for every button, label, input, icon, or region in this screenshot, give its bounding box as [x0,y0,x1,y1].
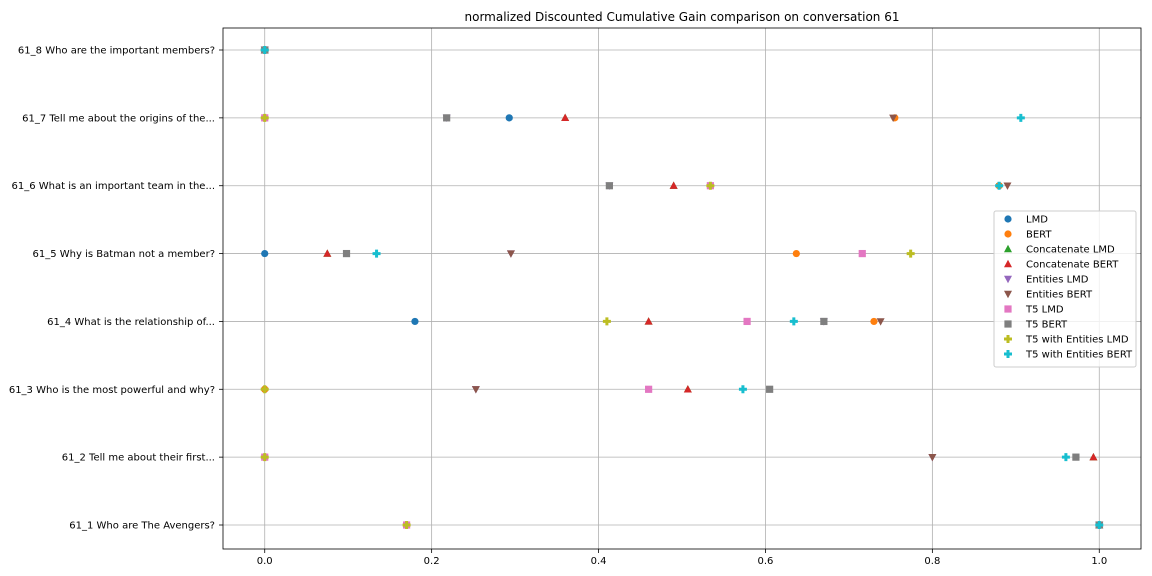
data-point [1016,113,1025,122]
data-point [411,317,419,326]
data-point [260,46,269,54]
data-point [792,249,800,258]
data-point [766,385,774,393]
data-point [602,317,611,326]
y-tick-label: 61_6 What is an important team in the... [12,181,215,192]
data-points [260,45,1104,530]
data-point [669,181,678,189]
data-point [789,317,798,326]
data-point [260,453,269,462]
x-tick-label: 0.6 [758,556,774,567]
data-point [706,181,715,190]
data-point [1095,521,1104,529]
legend-marker [1004,244,1012,253]
data-point [820,317,828,326]
x-tick-label: 0.8 [924,556,940,567]
data-point [995,181,1004,190]
legend-marker [1004,259,1012,268]
y-tick-label: 61_3 Who is the most powerful and why? [9,385,215,396]
legend-label: Entities LMD [1026,275,1089,286]
y-tick-label: 61_2 Tell me about their first... [62,453,215,464]
legend-label: Concatenate LMD [1026,245,1115,256]
data-point [738,385,747,394]
data-point [889,114,898,123]
data-point [644,317,653,325]
data-point [561,113,570,122]
legend-label: T5 LMD [1025,305,1064,316]
data-point [342,249,351,258]
data-point [1003,182,1012,190]
legend: LMD BERT Concatenate LMD Concatenate BERT En… [993,210,1137,368]
x-tick-label: 0.2 [424,556,440,567]
data-point [402,521,411,529]
data-point [870,317,878,326]
legend-box [993,210,1137,368]
data-point [505,114,513,122]
legend-label: T5 with Entities LMD [1025,335,1129,346]
data-point [928,453,937,462]
legend-marker [1004,320,1012,328]
data-point [1072,453,1080,461]
legend-label: Entities BERT [1026,290,1093,301]
data-point [261,249,269,258]
data-point [683,385,692,393]
data-point [506,250,515,258]
data-point [743,317,751,326]
legend-marker [1004,305,1012,313]
data-point [858,249,866,258]
y-tick-label: 61_1 Who are The Avengers? [69,521,215,532]
data-point [443,114,451,122]
legend-marker [1004,290,1012,299]
x-tick-label: 1.0 [1091,556,1107,567]
plot-frame [222,27,1142,550]
legend-label: T5 BERT [1025,320,1068,331]
legend-label: BERT [1026,230,1052,241]
legend-label: LMD [1026,215,1048,226]
y-tick-label: 61_8 Who are the important members? [18,46,215,57]
legend-label: Concatenate BERT [1026,260,1119,271]
data-point [260,113,269,122]
chart-title: normalized Discounted Cumulative Gain co… [465,10,900,24]
y-tick-label: 61_5 Why is Batman not a member? [33,249,215,260]
x-tick-label: 0.4 [591,556,607,567]
data-point [1061,453,1070,462]
data-point [645,385,653,393]
legend-marker [1004,350,1012,358]
data-point [372,249,381,258]
data-point [323,249,332,257]
legend-marker [1004,230,1012,238]
data-point [1089,452,1098,461]
legend-marker [1004,335,1012,343]
data-point [471,386,480,394]
legend-marker [1004,215,1012,223]
legend-label: T5 with Entities BERT [1025,350,1133,361]
data-point [605,182,613,190]
data-point [906,249,915,258]
legend-marker [1004,275,1012,284]
data-point [876,318,885,326]
axes: 0.0 0.2 0.4 0.6 0.8 1.0 61_1 Who are The Aveng… [9,27,1142,567]
y-tick-label: 61_4 What is the relationship of... [47,317,215,328]
data-point [260,385,269,394]
y-tick-label: 61_7 Tell me about the origins of the... [22,113,215,124]
x-tick-label: 0.0 [257,556,273,567]
